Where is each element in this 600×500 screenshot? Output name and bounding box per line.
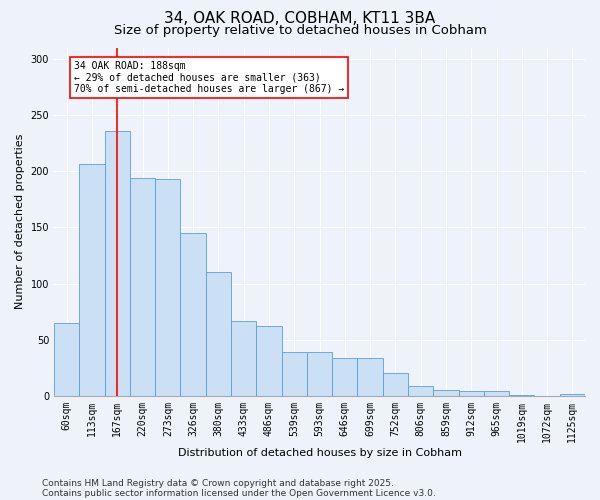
Bar: [383, 374, 408, 396]
Bar: [458, 392, 484, 396]
Bar: [332, 358, 358, 396]
Bar: [560, 394, 585, 396]
Bar: [130, 178, 155, 396]
Bar: [54, 323, 79, 396]
Y-axis label: Number of detached properties: Number of detached properties: [15, 134, 25, 310]
Bar: [256, 326, 281, 396]
Bar: [509, 395, 535, 396]
Bar: [484, 392, 509, 396]
Bar: [433, 390, 458, 396]
Bar: [181, 233, 206, 396]
Bar: [307, 352, 332, 396]
Bar: [206, 272, 231, 396]
Bar: [281, 352, 307, 396]
Text: 34, OAK ROAD, COBHAM, KT11 3BA: 34, OAK ROAD, COBHAM, KT11 3BA: [164, 11, 436, 26]
Bar: [79, 164, 104, 396]
Bar: [155, 179, 181, 396]
X-axis label: Distribution of detached houses by size in Cobham: Distribution of detached houses by size …: [178, 448, 461, 458]
Text: 34 OAK ROAD: 188sqm
← 29% of detached houses are smaller (363)
70% of semi-detac: 34 OAK ROAD: 188sqm ← 29% of detached ho…: [74, 61, 344, 94]
Bar: [358, 358, 383, 396]
Bar: [104, 130, 130, 396]
Bar: [408, 386, 433, 396]
Text: Contains HM Land Registry data © Crown copyright and database right 2025.
Contai: Contains HM Land Registry data © Crown c…: [42, 478, 436, 498]
Bar: [231, 320, 256, 396]
Text: Size of property relative to detached houses in Cobham: Size of property relative to detached ho…: [113, 24, 487, 37]
